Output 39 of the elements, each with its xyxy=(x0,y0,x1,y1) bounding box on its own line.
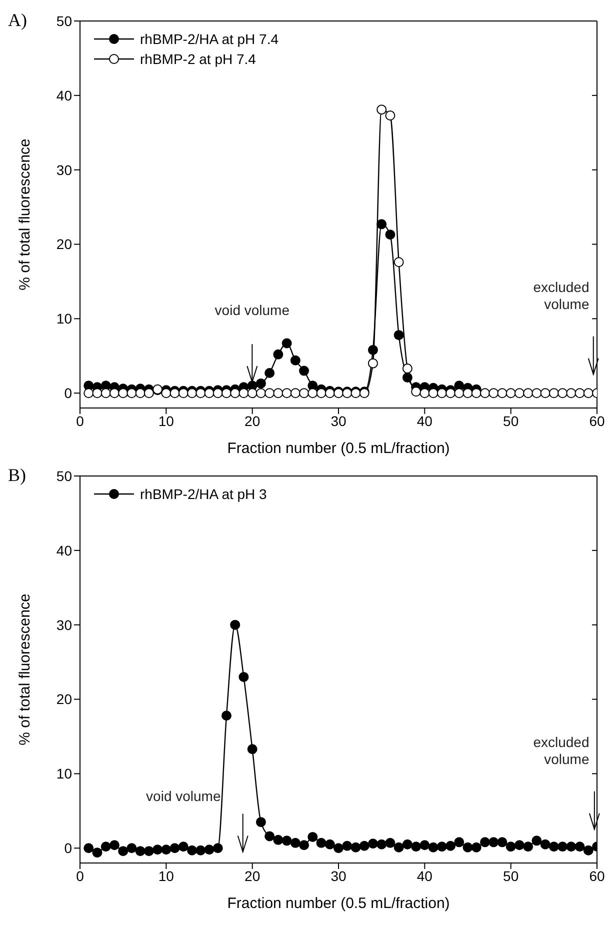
y-tick-label: 10 xyxy=(56,310,72,327)
x-tick-label: 0 xyxy=(76,412,84,429)
legend-label: rhBMP-2/HA at pH 7.4 xyxy=(140,31,279,47)
annotation: excluded volume xyxy=(533,278,590,312)
x-tick-label: 30 xyxy=(330,412,346,429)
x-tick-label: 60 xyxy=(589,868,605,884)
chart-title: A) xyxy=(8,10,27,31)
y-tick-label: 0 xyxy=(64,840,72,856)
y-axis-title: % of total fluorescence xyxy=(16,594,34,746)
x-tick-label: 0 xyxy=(76,868,84,884)
legend-label: rhBMP-2/HA at pH 3 xyxy=(140,486,267,502)
x-tick-label: 10 xyxy=(158,868,174,884)
annotation: void volume xyxy=(146,788,221,804)
x-axis-title: Fraction number (0.5 mL/fraction) xyxy=(227,440,450,457)
y-tick-label: 30 xyxy=(56,616,72,633)
x-tick-label: 40 xyxy=(416,412,433,429)
x-axis-title: Fraction number (0.5 mL/fraction) xyxy=(227,895,450,912)
annotation: excluded volume xyxy=(533,734,590,767)
x-tick-label: 20 xyxy=(244,868,260,884)
y-axis-title: % of total fluorescence xyxy=(16,138,34,290)
x-tick-label: 50 xyxy=(503,412,519,429)
x-tick-label: 20 xyxy=(244,412,260,429)
y-tick-label: 50 xyxy=(56,12,72,29)
x-tick-label: 10 xyxy=(158,412,174,429)
legend-label: rhBMP-2 at pH 7.4 xyxy=(140,51,256,67)
y-tick-label: 40 xyxy=(56,87,72,104)
y-tick-label: 20 xyxy=(56,236,72,252)
x-tick-label: 50 xyxy=(503,868,519,884)
y-tick-label: 10 xyxy=(56,766,72,782)
y-tick-label: 0 xyxy=(64,385,72,402)
y-tick-label: 20 xyxy=(56,691,72,708)
chart-title: B) xyxy=(8,465,26,486)
x-tick-label: 40 xyxy=(416,868,433,884)
annotation: void volume xyxy=(214,302,290,318)
y-tick-label: 40 xyxy=(56,542,72,558)
x-tick-label: 60 xyxy=(589,412,605,429)
y-tick-label: 30 xyxy=(56,162,72,178)
x-tick-label: 30 xyxy=(330,868,346,884)
y-tick-label: 50 xyxy=(56,468,72,484)
